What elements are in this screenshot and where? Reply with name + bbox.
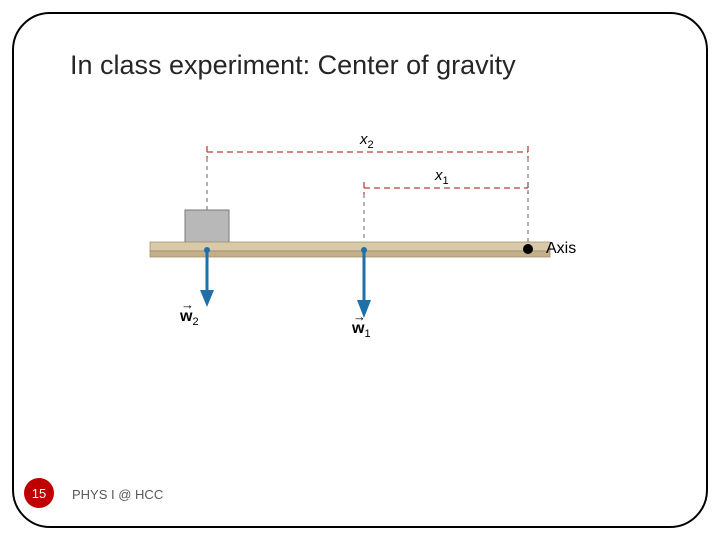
axis-label: Axis <box>546 240 576 258</box>
page-number-badge: 15 <box>24 478 54 508</box>
w2-sub: 2 <box>192 316 198 328</box>
diagram-container: Axis x2 x1 → w2 → w1 <box>130 130 590 350</box>
x1-label: x1 <box>435 167 449 187</box>
x2-label: x2 <box>360 131 374 151</box>
beam <box>150 242 550 257</box>
w1-sub: 1 <box>364 328 370 340</box>
block <box>185 210 229 244</box>
x1-var: x <box>435 167 443 184</box>
axis-point <box>523 244 533 254</box>
x1-sub: 1 <box>443 175 449 187</box>
x2-var: x <box>360 131 368 148</box>
w2-label: → w2 <box>180 308 199 328</box>
slide-title: In class experiment: Center of gravity <box>70 50 516 81</box>
w1-arrow <box>357 247 371 318</box>
w1-label: → w1 <box>352 320 371 340</box>
footer-text: PHYS I @ HCC <box>72 487 163 502</box>
x2-sub: 2 <box>368 139 374 151</box>
